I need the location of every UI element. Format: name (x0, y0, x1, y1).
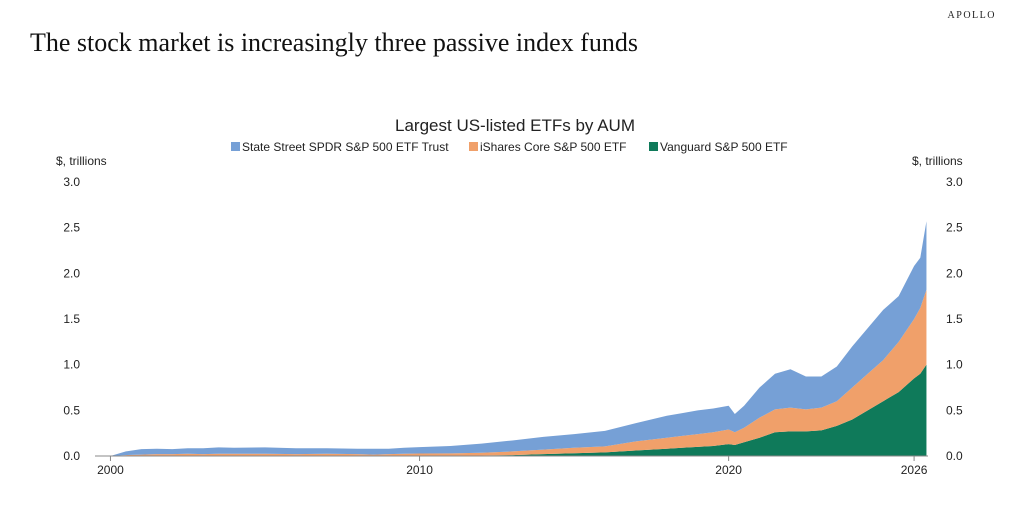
y-tick-left: 2.5 (63, 221, 80, 235)
y-ticks-right: 0.0 0.5 1.0 1.5 2.0 2.5 3.0 (946, 175, 963, 463)
y-tick-right: 2.0 (946, 266, 963, 280)
x-tick-label: 2020 (715, 463, 742, 477)
area-ishares (110, 289, 927, 456)
y-tick-right: 0.0 (946, 449, 963, 463)
x-tick-label: 2000 (97, 463, 124, 477)
y-axis-label-left: $, trillions (56, 154, 107, 168)
legend-label-spdr: State Street SPDR S&P 500 ETF Trust (242, 140, 449, 154)
legend: State Street SPDR S&P 500 ETF Trust iSha… (231, 140, 788, 154)
x-tick-label: 2026 (901, 463, 928, 477)
legend-label-vanguard: Vanguard S&P 500 ETF (660, 140, 788, 154)
y-tick-right: 1.5 (946, 312, 963, 326)
y-tick-left: 2.0 (63, 266, 80, 280)
area-vanguard (110, 364, 927, 456)
legend-label-ishares: iShares Core S&P 500 ETF (480, 140, 627, 154)
y-ticks-left: 0.0 0.5 1.0 1.5 2.0 2.5 3.0 (63, 175, 80, 463)
y-tick-left: 0.5 (63, 403, 80, 417)
legend-swatch-spdr (231, 142, 240, 151)
y-tick-right: 1.0 (946, 358, 963, 372)
y-tick-left: 0.0 (63, 449, 80, 463)
y-tick-left: 1.0 (63, 358, 80, 372)
chart-title: Largest US-listed ETFs by AUM (395, 116, 635, 135)
y-tick-right: 3.0 (946, 175, 963, 189)
y-tick-left: 1.5 (63, 312, 80, 326)
y-axis-label-right: $, trillions (912, 154, 963, 168)
y-tick-left: 3.0 (63, 175, 80, 189)
page-headline: The stock market is increasingly three p… (30, 28, 638, 57)
legend-swatch-ishares (469, 142, 478, 151)
y-tick-right: 0.5 (946, 403, 963, 417)
y-tick-right: 2.5 (946, 221, 963, 235)
series-areas (110, 221, 927, 456)
legend-swatch-vanguard (649, 142, 658, 151)
x-tick-label: 2010 (406, 463, 433, 477)
x-ticks: 2000 2010 2020 2026 (97, 456, 928, 477)
brand-logo: APOLLO (947, 10, 996, 21)
